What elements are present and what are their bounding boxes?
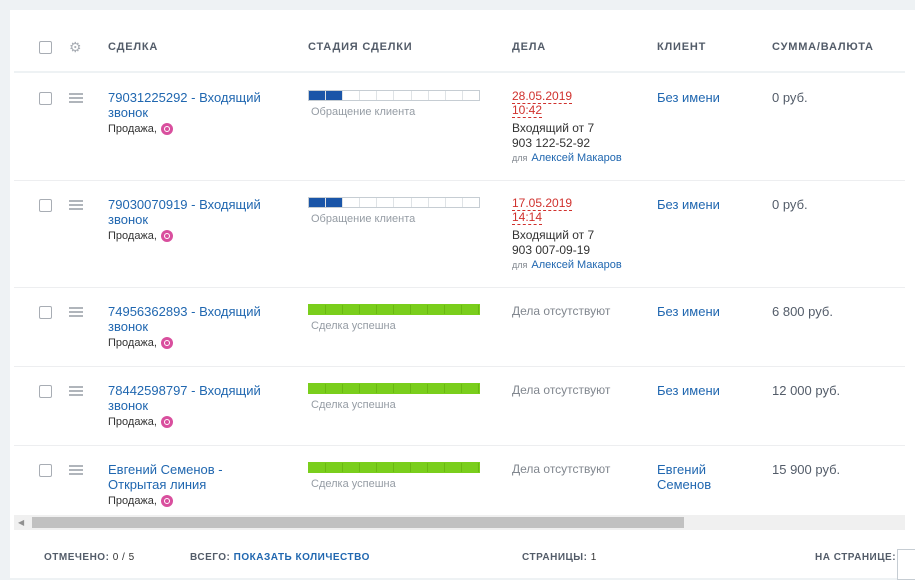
client-link[interactable]: Без имени (657, 197, 720, 212)
grid-header: ⚙ Сделка Стадия сделки Дела Клиент Сумма… (14, 27, 905, 73)
gear-icon[interactable]: ⚙ (69, 39, 82, 55)
stage-label: Обращение клиента (311, 106, 416, 118)
instagram-icon (160, 230, 173, 242)
deal-type-label: Продажа, (108, 337, 157, 349)
per-page-label: На странице: (815, 552, 897, 563)
select-all-checkbox[interactable] (39, 41, 52, 54)
per-page-select[interactable] (897, 549, 915, 580)
deals-list-card (10, 10, 915, 578)
activity-for-label: для (512, 153, 528, 163)
horizontal-scrollbar[interactable]: ◀ (14, 515, 905, 530)
deal-sum: 15 900 руб. (772, 462, 841, 477)
show-count-link[interactable]: Показать количество (233, 552, 370, 563)
current-page[interactable]: 1 (590, 552, 597, 563)
stage-label: Сделка успешна (311, 478, 396, 490)
table-row: Евгений Семенов - Открытая линия Продажа… (14, 446, 905, 514)
total-counter: Всего: Показать количество (190, 552, 370, 563)
total-label: Всего: (190, 552, 231, 563)
column-header-deal[interactable]: Сделка (108, 41, 159, 53)
stage-progress-bar[interactable] (308, 304, 480, 315)
table-row: 79031225292 - Входящий звонок Продажа, О… (14, 72, 905, 181)
stage-progress-bar[interactable] (308, 383, 480, 394)
pagination: Страницы: 1 (522, 552, 597, 563)
deal-sum: 6 800 руб. (772, 304, 833, 319)
deal-type-label: Продажа, (108, 230, 157, 242)
deal-type-label: Продажа, (108, 123, 157, 135)
deal-type-label: Продажа, (108, 495, 157, 507)
deal-sum: 12 000 руб. (772, 383, 841, 398)
deal-type-label: Продажа, (108, 416, 157, 428)
client-link[interactable]: Без имени (657, 383, 720, 398)
deal-type: Продажа, (108, 230, 173, 242)
row-checkbox[interactable] (39, 199, 52, 212)
instagram-icon (160, 495, 173, 507)
activity-time[interactable]: 14:14 (512, 210, 543, 225)
stage-progress-bar[interactable] (308, 90, 480, 101)
checked-value: 0 / 5 (112, 552, 135, 563)
table-row: 79030070919 - Входящий звонок Продажа, О… (14, 181, 905, 288)
stage-label: Сделка успешна (311, 399, 396, 411)
drag-handle-icon[interactable] (69, 386, 83, 398)
deal-title-link[interactable]: 74956362893 - Входящий звонок (108, 304, 261, 334)
deal-title-link[interactable]: Евгений Семенов - Открытая линия (108, 462, 223, 492)
instagram-icon (160, 123, 173, 135)
drag-handle-icon[interactable] (69, 307, 83, 319)
table-row: 74956362893 - Входящий звонок Продажа, С… (14, 288, 905, 367)
scrollbar-thumb[interactable] (32, 517, 684, 528)
row-checkbox[interactable] (39, 306, 52, 319)
activity-for-label: для (512, 260, 528, 270)
no-activities-text: Дела отсутствуют (512, 462, 611, 476)
activity-responsible: для Алексей Макаров (512, 152, 622, 164)
activity-text[interactable]: Входящий от 7 903 007-09-19 (512, 228, 595, 257)
row-checkbox[interactable] (39, 385, 52, 398)
deal-sum: 0 руб. (772, 197, 808, 212)
column-header-sum[interactable]: Сумма/Валюта (772, 41, 874, 53)
responsible-user-link[interactable]: Алексей Макаров (531, 152, 622, 164)
activity-date[interactable]: 17.05.2019 (512, 196, 573, 211)
pages-label: Страницы: (522, 552, 588, 563)
client-link[interactable]: Без имени (657, 90, 720, 105)
instagram-icon (160, 337, 173, 349)
deal-sum: 0 руб. (772, 90, 808, 105)
stage-label: Сделка успешна (311, 320, 396, 332)
stage-progress-bar[interactable] (308, 197, 480, 208)
column-header-stage[interactable]: Стадия сделки (308, 41, 413, 53)
row-checkbox[interactable] (39, 92, 52, 105)
deal-title-link[interactable]: 79031225292 - Входящий звонок (108, 90, 261, 120)
stage-progress-bar[interactable] (308, 462, 480, 473)
activity-time[interactable]: 10:42 (512, 103, 543, 118)
deal-type: Продажа, (108, 337, 173, 349)
no-activities-text: Дела отсутствуют (512, 383, 611, 397)
column-header-client[interactable]: Клиент (657, 41, 707, 53)
column-header-activities[interactable]: Дела (512, 41, 547, 53)
activity-responsible: для Алексей Макаров (512, 259, 622, 271)
activity-text[interactable]: Входящий от 7 903 122-52-92 (512, 121, 595, 150)
deal-type: Продажа, (108, 416, 173, 428)
drag-handle-icon[interactable] (69, 93, 83, 105)
stage-label: Обращение клиента (311, 213, 416, 225)
drag-handle-icon[interactable] (69, 200, 83, 212)
row-checkbox[interactable] (39, 464, 52, 477)
client-link[interactable]: Без имени (657, 304, 720, 319)
deal-title-link[interactable]: 78442598797 - Входящий звонок (108, 383, 261, 413)
deal-type: Продажа, (108, 123, 173, 135)
instagram-icon (160, 416, 173, 428)
table-row: 78442598797 - Входящий звонок Продажа, С… (14, 367, 905, 446)
scroll-left-arrow-icon[interactable]: ◀ (18, 518, 25, 527)
responsible-user-link[interactable]: Алексей Макаров (531, 259, 622, 271)
deal-title-link[interactable]: 79030070919 - Входящий звонок (108, 197, 261, 227)
checked-label: Отмечено: (44, 552, 110, 563)
drag-handle-icon[interactable] (69, 465, 83, 477)
no-activities-text: Дела отсутствуют (512, 304, 611, 318)
activity-date[interactable]: 28.05.2019 (512, 89, 573, 104)
checked-counter: Отмечено: 0 / 5 (44, 552, 135, 563)
client-link[interactable]: Евгений Семенов (657, 462, 712, 492)
deal-type: Продажа, (108, 495, 173, 507)
